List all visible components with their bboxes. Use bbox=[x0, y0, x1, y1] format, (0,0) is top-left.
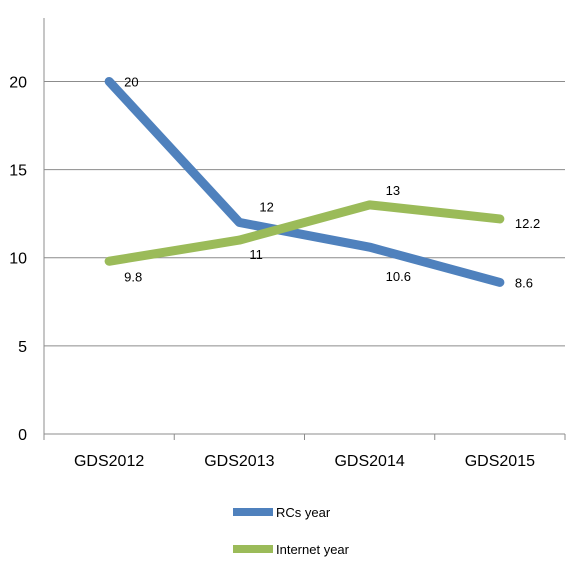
legend: RCs year Internet year bbox=[233, 505, 350, 557]
x-tick-labels: GDS2012 GDS2013 GDS2014 GDS2015 bbox=[74, 453, 535, 470]
data-label: 13 bbox=[386, 183, 400, 198]
axes bbox=[43, 18, 566, 440]
legend-label: RCs year bbox=[276, 505, 331, 520]
x-tick-label: GDS2014 bbox=[334, 453, 404, 470]
x-tick-label: GDS2012 bbox=[74, 453, 144, 470]
data-labels: 20 12 10.6 8.6 9.8 11 13 12.2 bbox=[124, 74, 540, 290]
y-tick-label: 5 bbox=[18, 339, 27, 356]
series-lines bbox=[104, 76, 505, 287]
data-label: 8.6 bbox=[515, 275, 533, 290]
y-tick-labels: 0 5 10 15 20 bbox=[9, 74, 27, 444]
series-line-internet-year bbox=[104, 200, 505, 266]
y-tick-label: 15 bbox=[9, 163, 27, 180]
y-tick-label: 10 bbox=[9, 251, 27, 268]
data-label: 12 bbox=[259, 199, 273, 214]
data-label: 9.8 bbox=[124, 269, 142, 284]
data-label: 12.2 bbox=[515, 216, 540, 231]
data-label: 11 bbox=[249, 247, 263, 262]
data-label: 10.6 bbox=[386, 269, 411, 284]
series-line-rcs-year bbox=[104, 76, 505, 287]
data-label: 20 bbox=[124, 74, 138, 89]
y-tick-label: 20 bbox=[9, 74, 27, 91]
x-tick-label: GDS2013 bbox=[204, 453, 274, 470]
x-tick-label: GDS2015 bbox=[465, 453, 535, 470]
y-tick-label: 0 bbox=[18, 427, 27, 444]
legend-label: Internet year bbox=[276, 542, 350, 557]
